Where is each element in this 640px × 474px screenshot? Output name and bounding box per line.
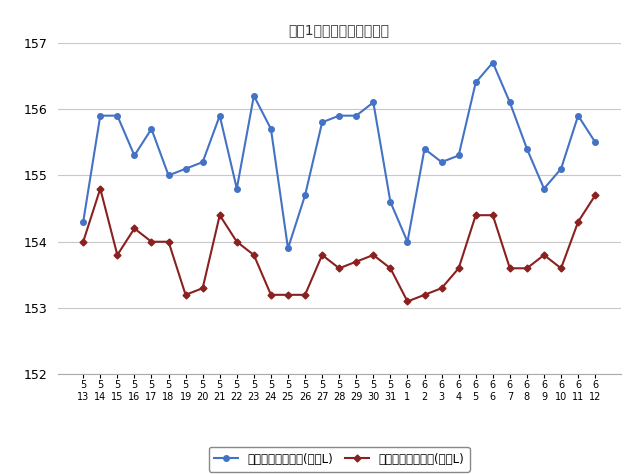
ハイオク看板価格(円／L) [182,166,189,172]
ハイオク看板価格(円／L) [438,159,445,165]
ハイオク実売価格(円／L) [199,285,207,291]
ハイオク実売価格(円／L) [574,219,582,225]
ハイオク看板価格(円／L) [318,119,326,125]
ハイオク実売価格(円／L) [79,239,87,245]
ハイオク実売価格(円／L) [489,212,497,218]
ハイオク実売価格(円／L) [216,212,223,218]
ハイオク実売価格(円／L) [97,186,104,191]
ハイオク実売価格(円／L) [164,239,172,245]
ハイオク実売価格(円／L) [387,265,394,271]
ハイオク実売価格(円／L) [182,292,189,298]
ハイオク看板価格(円／L) [164,173,172,178]
ハイオク実売価格(円／L) [455,265,463,271]
ハイオク実売価格(円／L) [591,192,599,198]
ハイオク実売価格(円／L) [233,239,241,245]
ハイオク看板価格(円／L) [233,186,241,191]
ハイオク看板価格(円／L) [472,80,479,85]
ハイオク実売価格(円／L) [369,252,377,258]
ハイオク実売価格(円／L) [353,259,360,264]
ハイオク看板価格(円／L) [420,146,428,152]
Legend: ハイオク看板価格(円／L), ハイオク実売価格(円／L): ハイオク看板価格(円／L), ハイオク実売価格(円／L) [209,447,470,472]
ハイオク実売価格(円／L) [113,252,121,258]
ハイオク看板価格(円／L) [489,60,497,65]
ハイオク看板価格(円／L) [250,93,258,99]
ハイオク実売価格(円／L) [420,292,428,298]
ハイオク実売価格(円／L) [540,252,548,258]
ハイオク看板価格(円／L) [523,146,531,152]
Line: ハイオク看板価格(円／L): ハイオク看板価格(円／L) [81,60,598,251]
ハイオク実売価格(円／L) [250,252,258,258]
ハイオク看板価格(円／L) [131,153,138,158]
ハイオク実売価格(円／L) [472,212,479,218]
ハイオク看板価格(円／L) [199,159,207,165]
ハイオク看板価格(円／L) [113,113,121,118]
ハイオク看板価格(円／L) [369,100,377,105]
ハイオク看板価格(円／L) [353,113,360,118]
ハイオク看板価格(円／L) [79,219,87,225]
ハイオク看板価格(円／L) [404,239,412,245]
ハイオク看板価格(円／L) [387,199,394,205]
ハイオク実売価格(円／L) [506,265,514,271]
ハイオク看板価格(円／L) [97,113,104,118]
ハイオク実売価格(円／L) [318,252,326,258]
ハイオク看板価格(円／L) [335,113,343,118]
ハイオク看板価格(円／L) [267,126,275,132]
ハイオク看板価格(円／L) [591,139,599,145]
ハイオク実売価格(円／L) [335,265,343,271]
ハイオク看板価格(円／L) [540,186,548,191]
ハイオク実売価格(円／L) [438,285,445,291]
ハイオク看板価格(円／L) [574,113,582,118]
ハイオク実売価格(円／L) [148,239,156,245]
Line: ハイオク実売価格(円／L): ハイオク実売価格(円／L) [81,186,598,304]
ハイオク実売価格(円／L) [404,299,412,304]
ハイオク看板価格(円／L) [557,166,565,172]
ハイオク看板価格(円／L) [148,126,156,132]
ハイオク実売価格(円／L) [523,265,531,271]
ハイオク実売価格(円／L) [284,292,292,298]
ハイオク看板価格(円／L) [301,192,309,198]
ハイオク実売価格(円／L) [557,265,565,271]
ハイオク看板価格(円／L) [506,100,514,105]
ハイオク実売価格(円／L) [301,292,309,298]
ハイオク実売価格(円／L) [131,226,138,231]
Title: 最近1ヶ月のハイオク価格: 最近1ヶ月のハイオク価格 [289,23,390,37]
ハイオク実売価格(円／L) [267,292,275,298]
ハイオク看板価格(円／L) [455,153,463,158]
ハイオク看板価格(円／L) [284,246,292,251]
ハイオク看板価格(円／L) [216,113,223,118]
